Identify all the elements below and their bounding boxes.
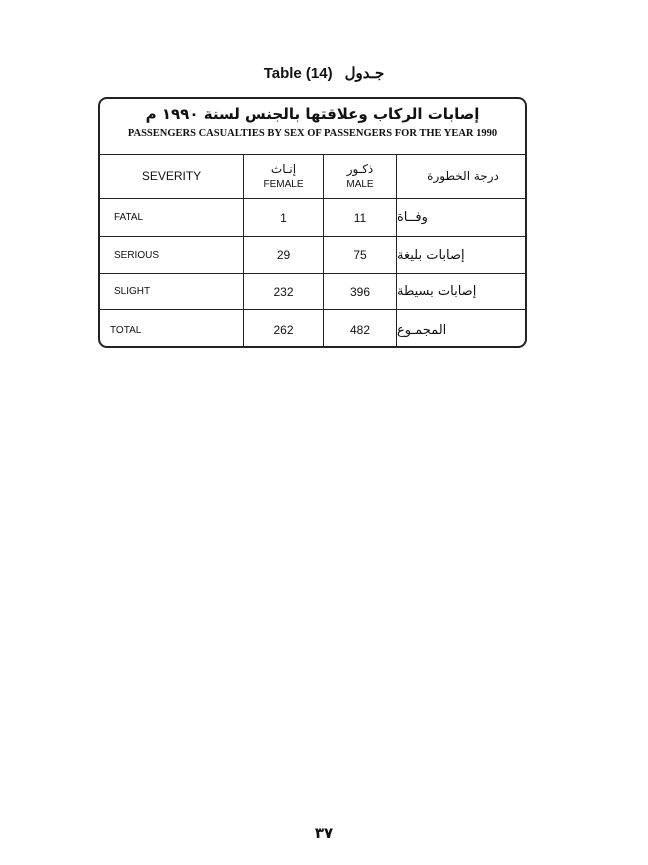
header-severity-ar: درجة الخطورة — [427, 169, 499, 183]
cell-female: 1 — [244, 199, 324, 236]
cell-male: 11 — [324, 199, 397, 236]
cell-female: 262 — [244, 310, 324, 346]
cell-male: 396 — [324, 274, 397, 309]
header-female-ar: إنـاث — [270, 162, 297, 176]
header-female-en: FEMALE — [263, 179, 304, 190]
cell-severity-ar: المجمـوع — [397, 322, 447, 338]
caption-ar: جـدول — [344, 65, 385, 82]
header-male-en: MALE — [346, 179, 374, 190]
cell-female: 232 — [244, 274, 324, 309]
cell-severity: FATAL — [100, 199, 244, 236]
cell-severity: TOTAL — [100, 310, 244, 346]
title-ar: إصابات الركاب وعلاقتها بالجنس لسنة ١٩٩٠ … — [145, 105, 480, 123]
cell-male: 75 — [324, 237, 397, 273]
cell-severity-ar: وفــاة — [397, 210, 428, 225]
casualties-table: إصابات الركاب وعلاقتها بالجنس لسنة ١٩٩٠ … — [98, 97, 527, 348]
cell-female: 29 — [244, 237, 324, 273]
caption-en: Table (14) — [263, 65, 333, 82]
cell-severity: SERIOUS — [100, 237, 244, 273]
header-severity: SEVERITY — [100, 154, 244, 198]
total-row: TOTAL 262 482 المجمـوع — [100, 310, 525, 346]
cell-severity-ar: إصابات بليغة — [397, 247, 465, 263]
cell-severity-ar: إصابات بسيطة — [397, 284, 477, 299]
header-male-ar: ذكـور — [346, 162, 374, 176]
table-row: SLIGHT 232 396 إصابات بسيطة — [100, 274, 525, 310]
table-caption: Table (14) جـدول — [0, 64, 648, 82]
table-title: إصابات الركاب وعلاقتها بالجنس لسنة ١٩٩٠ … — [100, 99, 525, 155]
cell-male: 482 — [324, 310, 397, 346]
cell-severity: SLIGHT — [100, 274, 244, 309]
header-female: إنـاث FEMALE — [244, 154, 324, 198]
table-row: FATAL 1 11 وفــاة — [100, 199, 525, 237]
title-en: PASSENGERS CASUALTIES BY SEX OF PASSENGE… — [127, 128, 498, 139]
table-row: SERIOUS 29 75 إصابات بليغة — [100, 237, 525, 274]
page-number: ٣٧ — [314, 824, 334, 842]
header-male: ذكـور MALE — [324, 154, 397, 198]
header-row: SEVERITY إنـاث FEMALE ذكـور MALE درجة الخط… — [100, 154, 525, 199]
